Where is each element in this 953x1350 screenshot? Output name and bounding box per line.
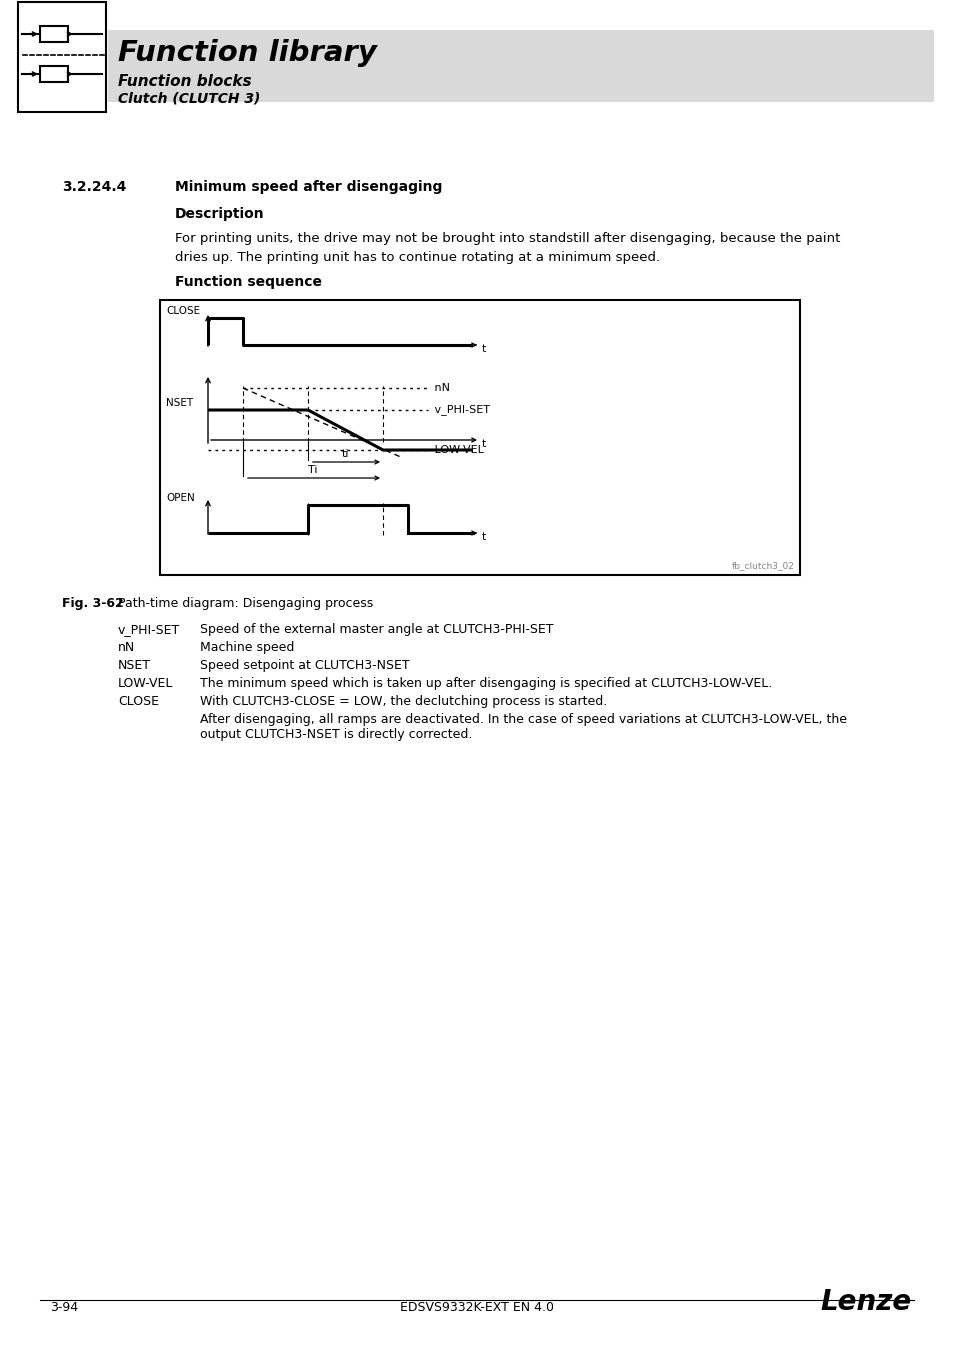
Text: CLOSE: CLOSE [118,695,159,707]
Text: Path-time diagram: Disengaging process: Path-time diagram: Disengaging process [118,597,373,610]
Text: CLOSE: CLOSE [166,306,200,316]
Text: The minimum speed which is taken up after disengaging is specified at CLUTCH3-LO: The minimum speed which is taken up afte… [200,676,771,690]
Text: nN: nN [118,641,135,653]
Text: With CLUTCH3-CLOSE = LOW, the declutching process is started.: With CLUTCH3-CLOSE = LOW, the declutchin… [200,695,607,707]
Text: Fig. 3-62: Fig. 3-62 [62,597,124,610]
Bar [40,66,68,82]
Text: For printing units, the drive may not be brought into standstill after disengagi: For printing units, the drive may not be… [174,232,840,265]
Text: Function sequence: Function sequence [174,275,322,289]
Bar [160,300,800,575]
Text: LOW-VEL: LOW-VEL [431,446,483,455]
Text: fb_clutch3_02: fb_clutch3_02 [731,562,794,570]
Text: 3.2.24.4: 3.2.24.4 [62,180,126,194]
Text: Lenze: Lenze [820,1288,911,1316]
Text: t: t [481,439,486,450]
Text: After disengaging, all ramps are deactivated. In the case of speed variations at: After disengaging, all ramps are deactiv… [200,713,846,741]
Text: Ti: Ti [308,464,317,475]
Text: nN: nN [431,383,450,393]
Text: Function blocks: Function blocks [118,73,252,89]
Bar [18,1,106,112]
Text: ti: ti [341,450,349,459]
Text: Speed setpoint at CLUTCH3-NSET: Speed setpoint at CLUTCH3-NSET [200,659,409,672]
Text: Description: Description [174,207,264,221]
Text: Minimum speed after disengaging: Minimum speed after disengaging [174,180,442,194]
Text: NSET: NSET [118,659,151,672]
Text: v_PHI-SET: v_PHI-SET [118,622,180,636]
Text: NSET: NSET [166,398,193,408]
Text: LOW-VEL: LOW-VEL [118,676,173,690]
Text: Speed of the external master angle at CLUTCH3-PHI-SET: Speed of the external master angle at CL… [200,622,553,636]
Text: 3-94: 3-94 [50,1301,78,1314]
Text: OPEN: OPEN [166,493,194,504]
Bar [40,26,68,42]
Text: Machine speed: Machine speed [200,641,294,653]
Text: v_PHI-SET: v_PHI-SET [431,405,490,416]
Text: t: t [481,532,486,541]
Text: Function library: Function library [118,39,376,68]
Bar [108,30,933,103]
Text: t: t [481,344,486,354]
Text: EDSVS9332K-EXT EN 4.0: EDSVS9332K-EXT EN 4.0 [399,1301,554,1314]
Text: Clutch (CLUTCH 3): Clutch (CLUTCH 3) [118,90,260,105]
